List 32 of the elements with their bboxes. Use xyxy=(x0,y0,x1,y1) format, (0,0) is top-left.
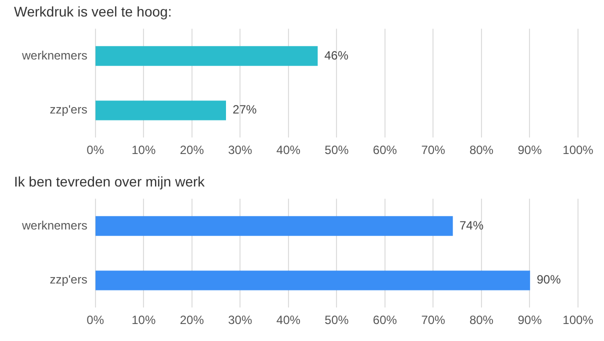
data-label: 90% xyxy=(536,272,562,287)
x-tick-label: 20% xyxy=(180,143,204,158)
x-tick-label: 30% xyxy=(228,313,252,328)
y-tick-label: zzp'ers xyxy=(50,102,88,117)
data-label: 27% xyxy=(232,102,258,117)
x-tick-label: 50% xyxy=(324,143,350,158)
data-label: 46% xyxy=(324,48,349,62)
x-tick-label: 0% xyxy=(86,313,104,328)
x-tick-label: 40% xyxy=(276,143,301,158)
y-tick-label: werknemers xyxy=(20,48,88,62)
x-tick-label: 90% xyxy=(518,143,542,158)
y-tick-label: zzp'ers xyxy=(50,272,88,287)
x-tick-label: 100% xyxy=(562,143,594,158)
x-tick-label: 10% xyxy=(132,313,156,328)
x-tick-label: 50% xyxy=(324,313,350,328)
x-tick-label: 0% xyxy=(86,143,104,158)
x-tick-label: 30% xyxy=(228,143,252,158)
x-tick-label: 40% xyxy=(276,313,301,328)
chart-title: Werkdruk is veel te hoog: xyxy=(14,3,172,20)
x-tick-label: 80% xyxy=(469,143,494,158)
x-tick-label: 100% xyxy=(562,313,594,328)
x-tick-label: 70% xyxy=(421,143,446,158)
data-label: 74% xyxy=(460,218,484,232)
x-tick-label: 60% xyxy=(372,313,398,328)
x-tick-label: 20% xyxy=(180,313,204,328)
y-tick-label: werknemers xyxy=(20,218,88,232)
x-tick-label: 10% xyxy=(132,143,156,158)
x-tick-label: 70% xyxy=(421,313,446,328)
x-tick-label: 80% xyxy=(469,313,494,328)
chart-title: Ik ben tevreden over mijn werk xyxy=(14,173,206,190)
x-tick-label: 60% xyxy=(372,143,398,158)
x-tick-label: 90% xyxy=(518,313,542,328)
